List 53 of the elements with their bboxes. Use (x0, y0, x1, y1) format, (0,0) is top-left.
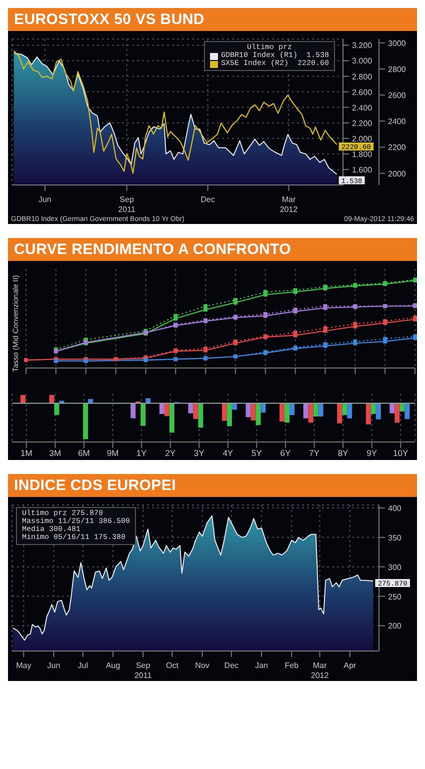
x-tick-label: 4Y (222, 448, 234, 458)
y-tick-label: 350 (388, 533, 402, 542)
y2-tick-label: 2800 (388, 64, 406, 74)
y2-tick-label: 2000 (388, 169, 406, 178)
chart-title: INDICE CDS EUROPEI (14, 477, 176, 494)
x-tick-label: 10Y (393, 448, 408, 458)
y-tick-label: 2.200 (352, 118, 373, 128)
x-tick-label: 7Y (309, 448, 320, 458)
x-tick-label: 3Y (194, 448, 205, 458)
x-tick-label: 5Y (251, 448, 262, 458)
x-tick-label: 6M (78, 448, 90, 458)
x-tick-label: 9Y (366, 448, 378, 458)
chart-title: EUROSTOXX 50 VS BUND (14, 11, 204, 28)
y-tick-label: 2.400 (352, 103, 373, 112)
y-tick-label: 400 (388, 504, 402, 513)
x-tick-label: Sep 2011 (134, 661, 152, 680)
y-tick-label: 3.200 (352, 41, 373, 50)
x-tick-label: Feb (284, 661, 300, 670)
x-tick-label: Dec (224, 661, 239, 670)
x-tick-label: 1M (20, 448, 32, 458)
y-tick-label: 200 (388, 622, 402, 631)
y-tick-label: 3.000 (352, 56, 373, 66)
x-tick-label: May (16, 661, 32, 670)
x-tick-label: 2Y (165, 448, 176, 458)
y-tick-label: 2.600 (352, 88, 373, 97)
x-tick-label: Dec (200, 195, 215, 204)
y-tick-label: 1.600 (352, 165, 373, 174)
x-tick-label: 6Y (280, 448, 291, 458)
y2-tick-label: 3000 (388, 38, 406, 48)
x-tick-label: Jun (47, 661, 60, 670)
y-tick-label: 300 (388, 562, 402, 572)
y2-tick-label: 2400 (388, 117, 406, 126)
y2-tick-label: 2600 (388, 91, 406, 100)
x-tick-label: Jul (78, 661, 88, 670)
y2-tick-label: 2200 (388, 143, 406, 152)
x-tick-label: Sep 2011 (118, 195, 136, 214)
x-tick-label: Jun (38, 195, 52, 204)
chart-title: CURVE RENDIMENTO A CONFRONTO (14, 241, 292, 258)
x-tick-label: Mar 2012 (310, 661, 330, 680)
x-tick-label: Aug (106, 661, 120, 670)
y-tick-label: 1.800 (352, 150, 373, 159)
x-tick-label: Oct (166, 661, 180, 670)
x-tick-label: 3M (49, 448, 62, 458)
x-tick-label: 9M (106, 448, 119, 458)
y-tick-label: 250 (388, 592, 402, 602)
x-tick-label: 1Y (136, 448, 148, 458)
y-tick-label: 2.000 (352, 134, 373, 144)
x-tick-label: Nov (195, 661, 210, 670)
x-tick-label: Apr (344, 661, 356, 670)
x-tick-label: Mar 2012 (280, 195, 298, 214)
x-tick-label: Jan (255, 661, 268, 670)
y-tick-label: 2.800 (352, 72, 373, 82)
x-tick-label: 8Y (338, 448, 349, 458)
